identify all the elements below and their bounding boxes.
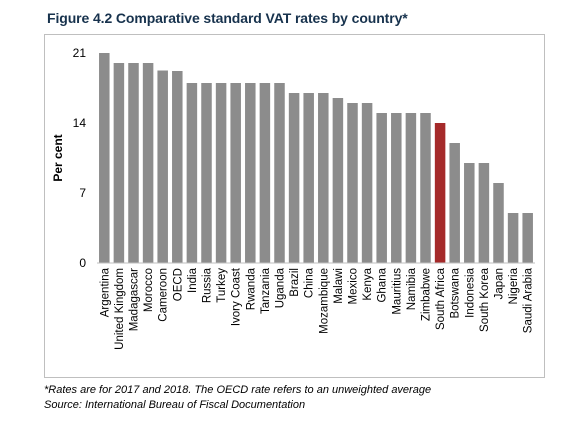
bar-uganda — [274, 83, 285, 263]
bar-brazil — [288, 93, 300, 263]
x-tick-label: Madagascar — [129, 268, 141, 331]
bar-mozambique — [318, 93, 329, 263]
x-tick-label: Malawi — [333, 268, 345, 304]
bar-mexico — [347, 103, 358, 263]
y-tick-label: 14 — [73, 116, 87, 130]
x-tick-label: Zimbabwe — [421, 268, 433, 321]
bar-turkey — [215, 83, 227, 263]
chart-title: Figure 4.2 Comparative standard VAT rate… — [47, 10, 408, 26]
bar-tanzania — [259, 83, 271, 263]
x-tick-label: Argentina — [99, 267, 111, 317]
bar-russia — [201, 83, 212, 263]
bar-south-africa — [434, 123, 446, 263]
bar-india — [186, 83, 198, 263]
x-tick-label: Uganda — [275, 267, 287, 308]
bar-mauritius — [391, 113, 402, 263]
y-tick-label: 21 — [73, 46, 87, 60]
x-tick-label: South Africa — [435, 267, 447, 330]
x-tick-label: China — [304, 267, 316, 298]
y-tick-label: 7 — [79, 186, 86, 200]
x-tick-label: Mozambique — [318, 268, 330, 334]
x-tick-label: Ghana — [377, 267, 389, 302]
x-tick-label: Saudi Arabia — [523, 267, 535, 333]
bar-united-kingdom — [113, 63, 125, 263]
x-tick-label: United Kingdom — [114, 268, 126, 350]
x-tick-label: Nigeria — [508, 267, 520, 304]
bar-kenya — [361, 103, 373, 263]
x-tick-label: Russia — [202, 267, 214, 303]
bar-japan — [493, 183, 504, 263]
x-tick-label: Rwanda — [245, 267, 257, 310]
bar-south-korea — [478, 163, 490, 263]
bar-argentina — [99, 53, 110, 263]
footnote: *Rates are for 2017 and 2018. The OECD r… — [44, 384, 432, 396]
x-tick-label: Mexico — [348, 268, 360, 304]
x-tick-label: Cameroon — [158, 268, 170, 322]
chart-frame — [44, 34, 545, 378]
bar-oecd — [172, 71, 183, 263]
bar-madagascar — [128, 63, 139, 263]
bar-malawi — [332, 98, 344, 263]
x-tick-label: South Korea — [479, 267, 491, 332]
x-tick-label: OECD — [172, 268, 184, 301]
chart-notes: *Rates are for 2017 and 2018. The OECD r… — [44, 383, 431, 413]
bar-namibia — [405, 113, 417, 263]
x-tick-label: Tanzania — [260, 267, 272, 314]
x-tick-label: Japan — [494, 268, 506, 299]
bar-ivory-coast — [230, 83, 241, 263]
x-tick-label: Namibia — [406, 267, 418, 310]
x-tick-label: Ivory Coast — [231, 267, 243, 326]
bar-rwanda — [245, 83, 256, 263]
bar-china — [303, 93, 314, 263]
bar-botswana — [449, 143, 460, 263]
x-tick-label: Morocco — [143, 268, 155, 312]
bar-indonesia — [464, 163, 475, 263]
x-tick-label: Kenya — [362, 267, 374, 300]
x-tick-label: Indonesia — [464, 267, 476, 317]
bar-nigeria — [507, 213, 519, 263]
bar-morocco — [142, 63, 154, 263]
bar-zimbabwe — [420, 113, 431, 263]
y-tick-label: 0 — [79, 256, 86, 270]
bar-cameroon — [157, 70, 168, 263]
bar-ghana — [376, 113, 387, 263]
x-tick-label: Botswana — [450, 267, 462, 318]
x-tick-label: India — [187, 267, 199, 293]
x-tick-label: Mauritius — [391, 268, 403, 315]
y-axis-label: Per cent — [51, 134, 65, 181]
bar-saudi-arabia — [522, 213, 533, 263]
x-tick-label: Turkey — [216, 268, 228, 303]
x-tick-label: Brazil — [289, 268, 301, 297]
source-note: Source: International Bureau of Fiscal D… — [44, 399, 306, 411]
